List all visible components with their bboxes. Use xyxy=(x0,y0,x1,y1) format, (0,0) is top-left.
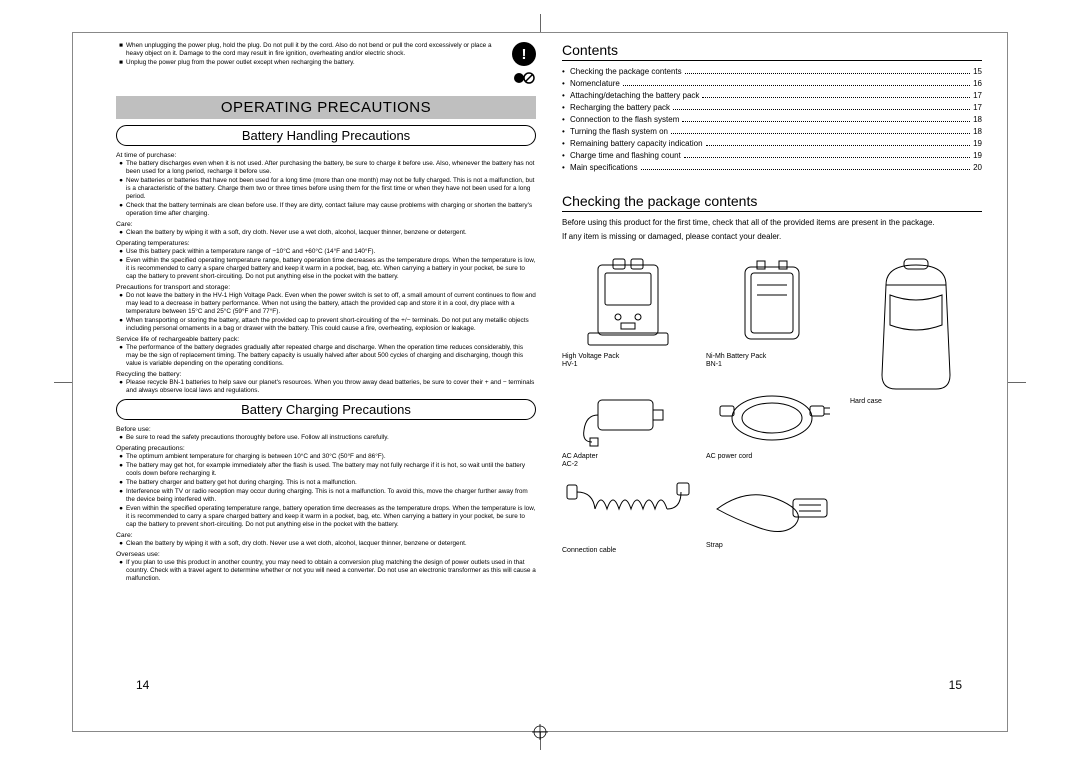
bullet-text: Clean the battery by wiping it with a so… xyxy=(126,540,536,548)
page-14: ■When unplugging the power plug, hold th… xyxy=(116,42,536,722)
crop-mark xyxy=(54,382,72,383)
toc-row: •Attaching/detaching the battery pack17 xyxy=(562,91,982,100)
bullet-text: If you plan to use this product in anoth… xyxy=(126,559,536,583)
package-item: Hard case xyxy=(850,255,982,556)
item-label: AC AdapterAC-2 xyxy=(562,453,598,470)
toc-label: Connection to the flash system xyxy=(570,115,679,124)
toc-page: 16 xyxy=(973,79,982,88)
bullet-text: Interference with TV or radio reception … xyxy=(126,488,536,504)
package-item: High Voltage PackHV-1 xyxy=(562,255,694,370)
bullet-text: Please recycle BN-1 batteries to help sa… xyxy=(126,379,536,395)
item-label: AC power cord xyxy=(706,453,752,461)
toc-page: 19 xyxy=(973,139,982,148)
bullet-text: The optimum ambient temperature for char… xyxy=(126,453,536,461)
bullet-text: Do not leave the battery in the HV-1 Hig… xyxy=(126,292,536,316)
toc-page: 20 xyxy=(973,163,982,172)
bullet-text: Even within the specified operating temp… xyxy=(126,257,536,281)
bullet-text: The battery discharges even when it is n… xyxy=(126,160,536,176)
toc-page: 18 xyxy=(973,127,982,136)
toc-row: •Charge time and flashing count19 xyxy=(562,151,982,160)
toc-page: 17 xyxy=(973,91,982,100)
item-label: High Voltage PackHV-1 xyxy=(562,353,619,370)
toc-page: 15 xyxy=(973,67,982,76)
paragraph-heading: Precautions for transport and storage: xyxy=(116,284,536,291)
toc-page: 18 xyxy=(973,115,982,124)
paragraph-heading: Recycling the battery: xyxy=(116,371,536,378)
table-of-contents: •Checking the package contents15•Nomencl… xyxy=(562,67,982,172)
bullet-text: Be sure to read the safety precautions t… xyxy=(126,434,536,442)
package-item: AC power cord xyxy=(706,380,838,470)
paragraph-heading: Service life of rechargeable battery pac… xyxy=(116,336,536,343)
paragraph-heading: At time of purchase: xyxy=(116,152,536,159)
toc-row: •Checking the package contents15 xyxy=(562,67,982,76)
toc-label: Recharging the battery pack xyxy=(570,103,670,112)
toc-row: •Main specifications20 xyxy=(562,163,982,172)
toc-page: 17 xyxy=(973,103,982,112)
toc-label: Turning the flash system on xyxy=(570,127,668,136)
item-label: Hard case xyxy=(850,398,882,406)
bullet-text: When transporting or storing the battery… xyxy=(126,317,536,333)
package-item: Connection cable xyxy=(562,479,694,555)
page-number: 15 xyxy=(949,678,962,692)
toc-label: Nomenclature xyxy=(570,79,620,88)
bullet-text: Clean the battery by wiping it with a so… xyxy=(126,229,536,237)
toc-label: Remaining battery capacity indication xyxy=(570,139,703,148)
package-items-grid: High Voltage PackHV-1 Ni-Mh Battery Pack… xyxy=(562,255,982,556)
paragraph-heading: Care: xyxy=(116,221,536,228)
bullet-text: The battery may get hot, for example imm… xyxy=(126,462,536,478)
paragraph-heading: Before use: xyxy=(116,426,536,433)
warning-icon: ! xyxy=(512,42,536,66)
toc-row: •Turning the flash system on18 xyxy=(562,127,982,136)
toc-label: Charge time and flashing count xyxy=(570,151,681,160)
subsection-pill: Battery Handling Precautions xyxy=(116,125,536,146)
subsection-pill: Battery Charging Precautions xyxy=(116,399,536,420)
crop-mark xyxy=(540,14,541,32)
item-label: Ni-Mh Battery PackBN-1 xyxy=(706,353,766,370)
package-item: AC AdapterAC-2 xyxy=(562,380,694,470)
paragraph-heading: Operating precautions: xyxy=(116,445,536,452)
registration-mark xyxy=(532,724,548,740)
item-label: Strap xyxy=(706,542,723,550)
body-text: If any item is missing or damaged, pleas… xyxy=(562,232,982,242)
toc-row: •Remaining battery capacity indication19 xyxy=(562,139,982,148)
page-number: 14 xyxy=(136,678,149,692)
body-text: Before using this product for the first … xyxy=(562,218,982,228)
paragraph-heading: Operating temperatures: xyxy=(116,240,536,247)
toc-label: Attaching/detaching the battery pack xyxy=(570,91,699,100)
toc-row: •Connection to the flash system18 xyxy=(562,115,982,124)
bullet-text: Even within the specified operating temp… xyxy=(126,505,536,529)
paragraph-heading: Care: xyxy=(116,532,536,539)
bullet-text: Check that the battery terminals are cle… xyxy=(126,202,536,218)
section-heading: Checking the package contents xyxy=(562,193,982,212)
toc-row: •Recharging the battery pack17 xyxy=(562,103,982,112)
bullet-text: Use this battery pack within a temperatu… xyxy=(126,248,536,256)
warning-text: Unplug the power plug from the power out… xyxy=(126,59,506,67)
toc-page: 19 xyxy=(973,151,982,160)
crop-mark xyxy=(1008,382,1026,383)
toc-row: •Nomenclature16 xyxy=(562,79,982,88)
bullet-text: New batteries or batteries that have not… xyxy=(126,177,536,201)
page-15: Contents •Checking the package contents1… xyxy=(562,42,982,722)
paragraph-heading: Overseas use: xyxy=(116,551,536,558)
toc-label: Checking the package contents xyxy=(570,67,682,76)
contents-heading: Contents xyxy=(562,42,982,61)
section-banner: OPERATING PRECAUTIONS xyxy=(116,96,536,119)
package-item: Ni-Mh Battery PackBN-1 xyxy=(706,255,838,370)
item-label: Connection cable xyxy=(562,547,616,555)
toc-label: Main specifications xyxy=(570,163,638,172)
warning-text: When unplugging the power plug, hold the… xyxy=(126,42,506,58)
bullet-text: The battery charger and battery get hot … xyxy=(126,479,536,487)
bullet-text: The performance of the battery degrades … xyxy=(126,344,536,368)
prohibition-icon xyxy=(513,70,535,86)
package-item: Strap xyxy=(706,479,838,555)
